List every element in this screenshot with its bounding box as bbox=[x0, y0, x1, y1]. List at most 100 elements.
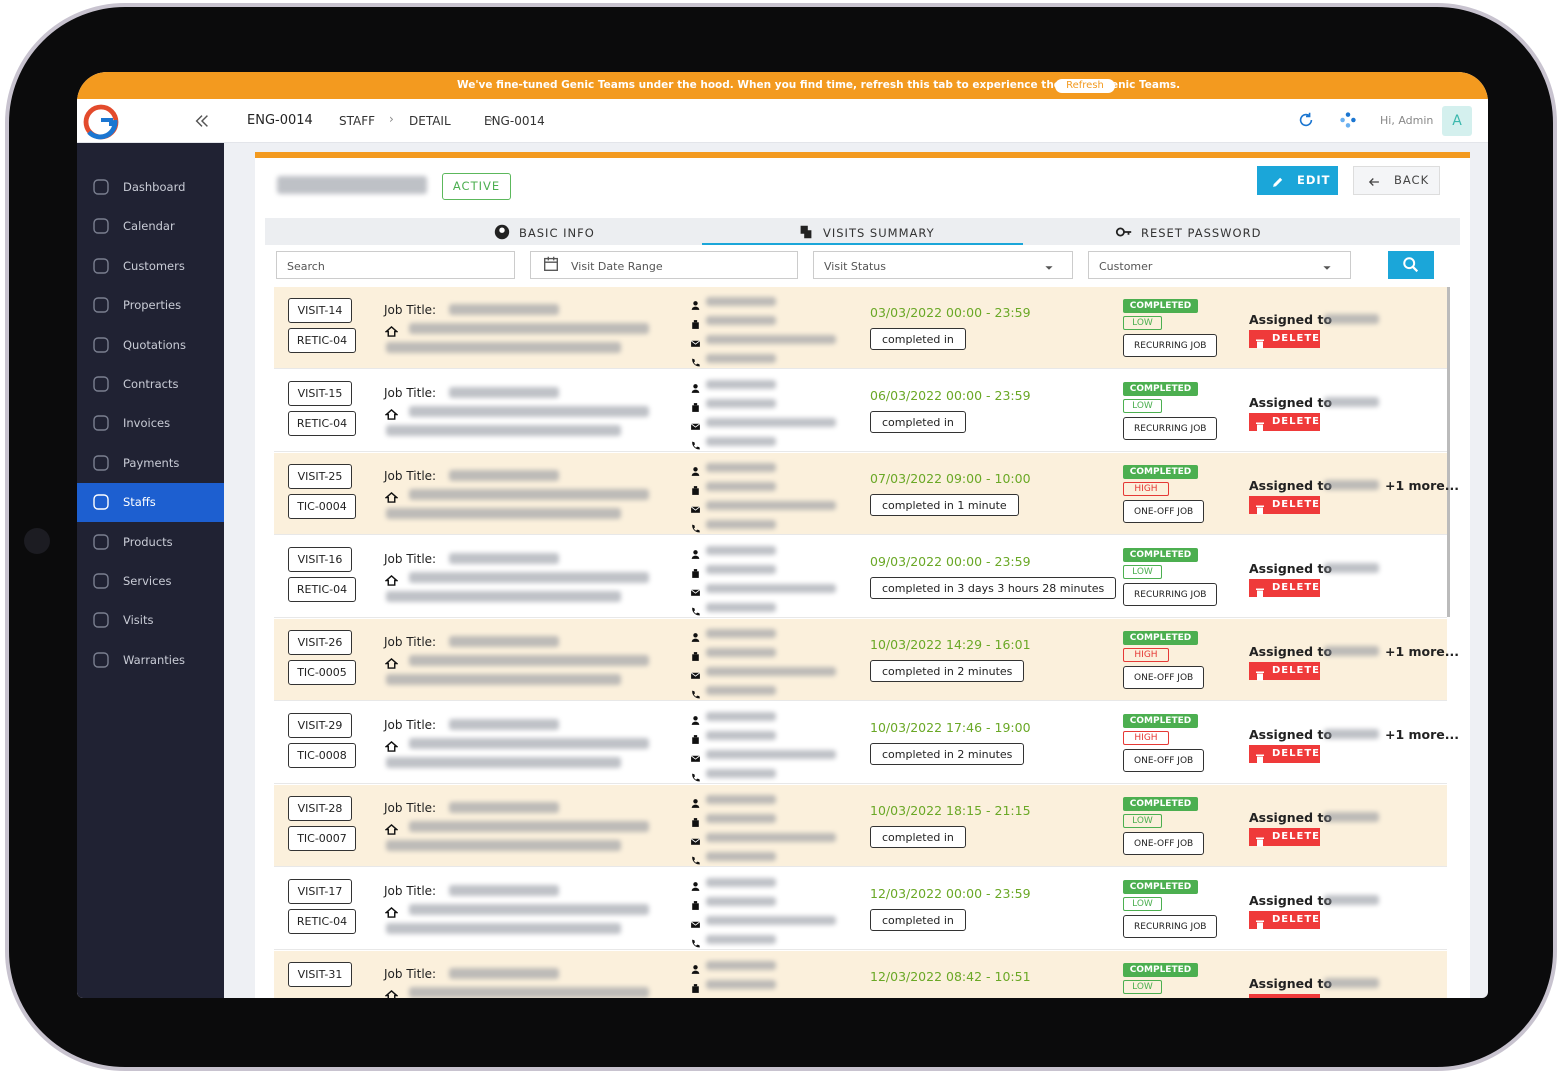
trash-icon bbox=[1255, 583, 1265, 598]
delete-button[interactable]: DELETE bbox=[1249, 745, 1320, 763]
visit-code[interactable]: VISIT-14 bbox=[288, 298, 352, 323]
delete-button[interactable]: DELETE bbox=[1249, 579, 1320, 597]
visit-code[interactable]: VISIT-17 bbox=[288, 879, 352, 904]
back-icon-svg bbox=[1368, 178, 1379, 186]
job-title-label: Job Title: bbox=[384, 303, 437, 317]
delete-button[interactable]: DELETE bbox=[1249, 828, 1320, 846]
contact-info bbox=[706, 750, 836, 759]
sidebar-item[interactable]: Staffs bbox=[123, 495, 156, 510]
contact-info bbox=[706, 482, 776, 491]
contact-info bbox=[706, 667, 836, 676]
visit-code[interactable]: VISIT-29 bbox=[288, 713, 352, 738]
visit-code[interactable]: VISIT-26 bbox=[288, 630, 352, 655]
breadcrumb-item[interactable]: STAFF bbox=[339, 114, 376, 128]
delete-button[interactable]: DELETE bbox=[1249, 413, 1320, 431]
home-icon bbox=[384, 738, 399, 752]
sidebar-item[interactable]: Properties bbox=[123, 298, 182, 313]
home-icon-svg bbox=[384, 906, 399, 918]
filter-date-range[interactable] bbox=[530, 251, 798, 279]
contact-icon-svg bbox=[692, 856, 700, 865]
delete-button[interactable]: DELETE bbox=[1249, 662, 1320, 680]
tab-icon-svg bbox=[800, 225, 812, 239]
refresh-button[interactable]: Refresh bbox=[1055, 79, 1115, 93]
filter-search[interactable] bbox=[276, 251, 515, 279]
sidebar-item[interactable]: Services bbox=[123, 574, 172, 588]
contact-icon-svg bbox=[690, 921, 701, 928]
delete-button[interactable]: DELETE bbox=[1249, 496, 1320, 514]
staff-name bbox=[277, 176, 427, 194]
assignee bbox=[1324, 729, 1379, 739]
tab[interactable]: BASIC INFO bbox=[519, 226, 595, 240]
contact-info bbox=[706, 380, 776, 389]
contact-icon-svg bbox=[692, 690, 700, 699]
sidebar-item[interactable]: Visits bbox=[123, 613, 154, 628]
contact-icon-svg bbox=[692, 486, 699, 495]
banner-message: We've fine-tuned Genic Teams under the h… bbox=[457, 79, 1181, 91]
sidebar-icon-svg bbox=[93, 533, 109, 550]
contact-icon-svg bbox=[690, 589, 701, 596]
tab-icon bbox=[797, 223, 815, 241]
sidebar-icon-svg bbox=[93, 297, 109, 313]
contact-info bbox=[706, 852, 776, 861]
sidebar-item[interactable]: Dashboard bbox=[123, 180, 186, 194]
sidebar-icon bbox=[91, 256, 111, 276]
delete-button[interactable]: DELETE bbox=[1249, 911, 1320, 929]
more-assignees[interactable]: +1 more... bbox=[1385, 727, 1460, 742]
contact-icon-svg bbox=[690, 340, 701, 347]
home-icon bbox=[384, 406, 399, 420]
job-title-label: Job Title: bbox=[384, 884, 437, 898]
visit-status: COMPLETED bbox=[1123, 714, 1198, 728]
search-button[interactable] bbox=[1388, 251, 1434, 279]
delete-button[interactable]: DELETE bbox=[1249, 330, 1320, 348]
visit-time: 09/03/2022 00:00 - 23:59 bbox=[870, 554, 1031, 569]
job-type: RECURRING JOB bbox=[1123, 334, 1218, 357]
edit-button[interactable]: EDIT bbox=[1257, 166, 1338, 195]
tab-icon bbox=[1115, 223, 1133, 241]
sidebar-item[interactable]: Products bbox=[123, 534, 173, 549]
job-title bbox=[449, 968, 559, 979]
job-title bbox=[449, 885, 559, 896]
filter-label: Visit Status bbox=[824, 260, 886, 273]
logo bbox=[81, 102, 121, 142]
more-assignees[interactable]: +1 more... bbox=[1385, 478, 1460, 493]
breadcrumb-item[interactable]: DETAIL bbox=[409, 114, 451, 128]
visit-code[interactable]: VISIT-28 bbox=[288, 796, 352, 821]
calendar-icon bbox=[542, 255, 560, 273]
sidebar-icon bbox=[91, 492, 111, 512]
visit-code[interactable]: VISIT-15 bbox=[288, 381, 352, 406]
visit-time: 10/03/2022 14:29 - 16:01 bbox=[870, 637, 1031, 652]
avatar[interactable]: A bbox=[1442, 106, 1472, 136]
job-type: ONE-OFF JOB bbox=[1123, 666, 1205, 689]
delete-button[interactable]: DELETE bbox=[1249, 994, 1320, 998]
tab[interactable]: RESET PASSWORD bbox=[1141, 226, 1262, 240]
assigned-label: Assigned to bbox=[1249, 727, 1333, 742]
visit-code[interactable]: VISIT-25 bbox=[288, 464, 352, 489]
sidebar-item[interactable]: Warranties bbox=[123, 652, 186, 667]
contact-icon-svg bbox=[692, 735, 699, 744]
sidebar-icon bbox=[91, 610, 111, 630]
filter-label: Search bbox=[287, 260, 325, 273]
filter-status[interactable] bbox=[813, 251, 1073, 279]
sidebar-item[interactable]: Calendar bbox=[123, 219, 175, 234]
priority: LOW bbox=[1123, 980, 1162, 994]
job-title-label: Job Title: bbox=[384, 552, 437, 566]
sidebar-item[interactable]: Contracts bbox=[123, 377, 179, 391]
sidebar-item[interactable]: Quotations bbox=[123, 337, 186, 352]
assignee bbox=[1324, 978, 1379, 988]
contact-info bbox=[706, 335, 836, 344]
tab[interactable]: VISITS SUMMARY bbox=[823, 226, 935, 240]
sidebar-item[interactable]: Invoices bbox=[123, 416, 171, 431]
contact-icon bbox=[690, 583, 701, 596]
more-assignees[interactable]: +1 more... bbox=[1385, 644, 1460, 659]
visit-time: 12/03/2022 08:42 - 10:51 bbox=[870, 969, 1031, 984]
sidebar-item[interactable]: Customers bbox=[123, 258, 185, 273]
filter-customer[interactable] bbox=[1088, 251, 1351, 279]
visit-code[interactable]: VISIT-16 bbox=[288, 547, 352, 572]
visit-status: COMPLETED bbox=[1123, 797, 1198, 811]
contact-info bbox=[706, 354, 776, 363]
visit-code[interactable]: VISIT-31 bbox=[288, 962, 352, 987]
address bbox=[386, 508, 621, 519]
sidebar-item[interactable]: Payments bbox=[123, 455, 180, 470]
back-button[interactable]: BACK bbox=[1353, 166, 1440, 195]
address bbox=[386, 674, 621, 685]
